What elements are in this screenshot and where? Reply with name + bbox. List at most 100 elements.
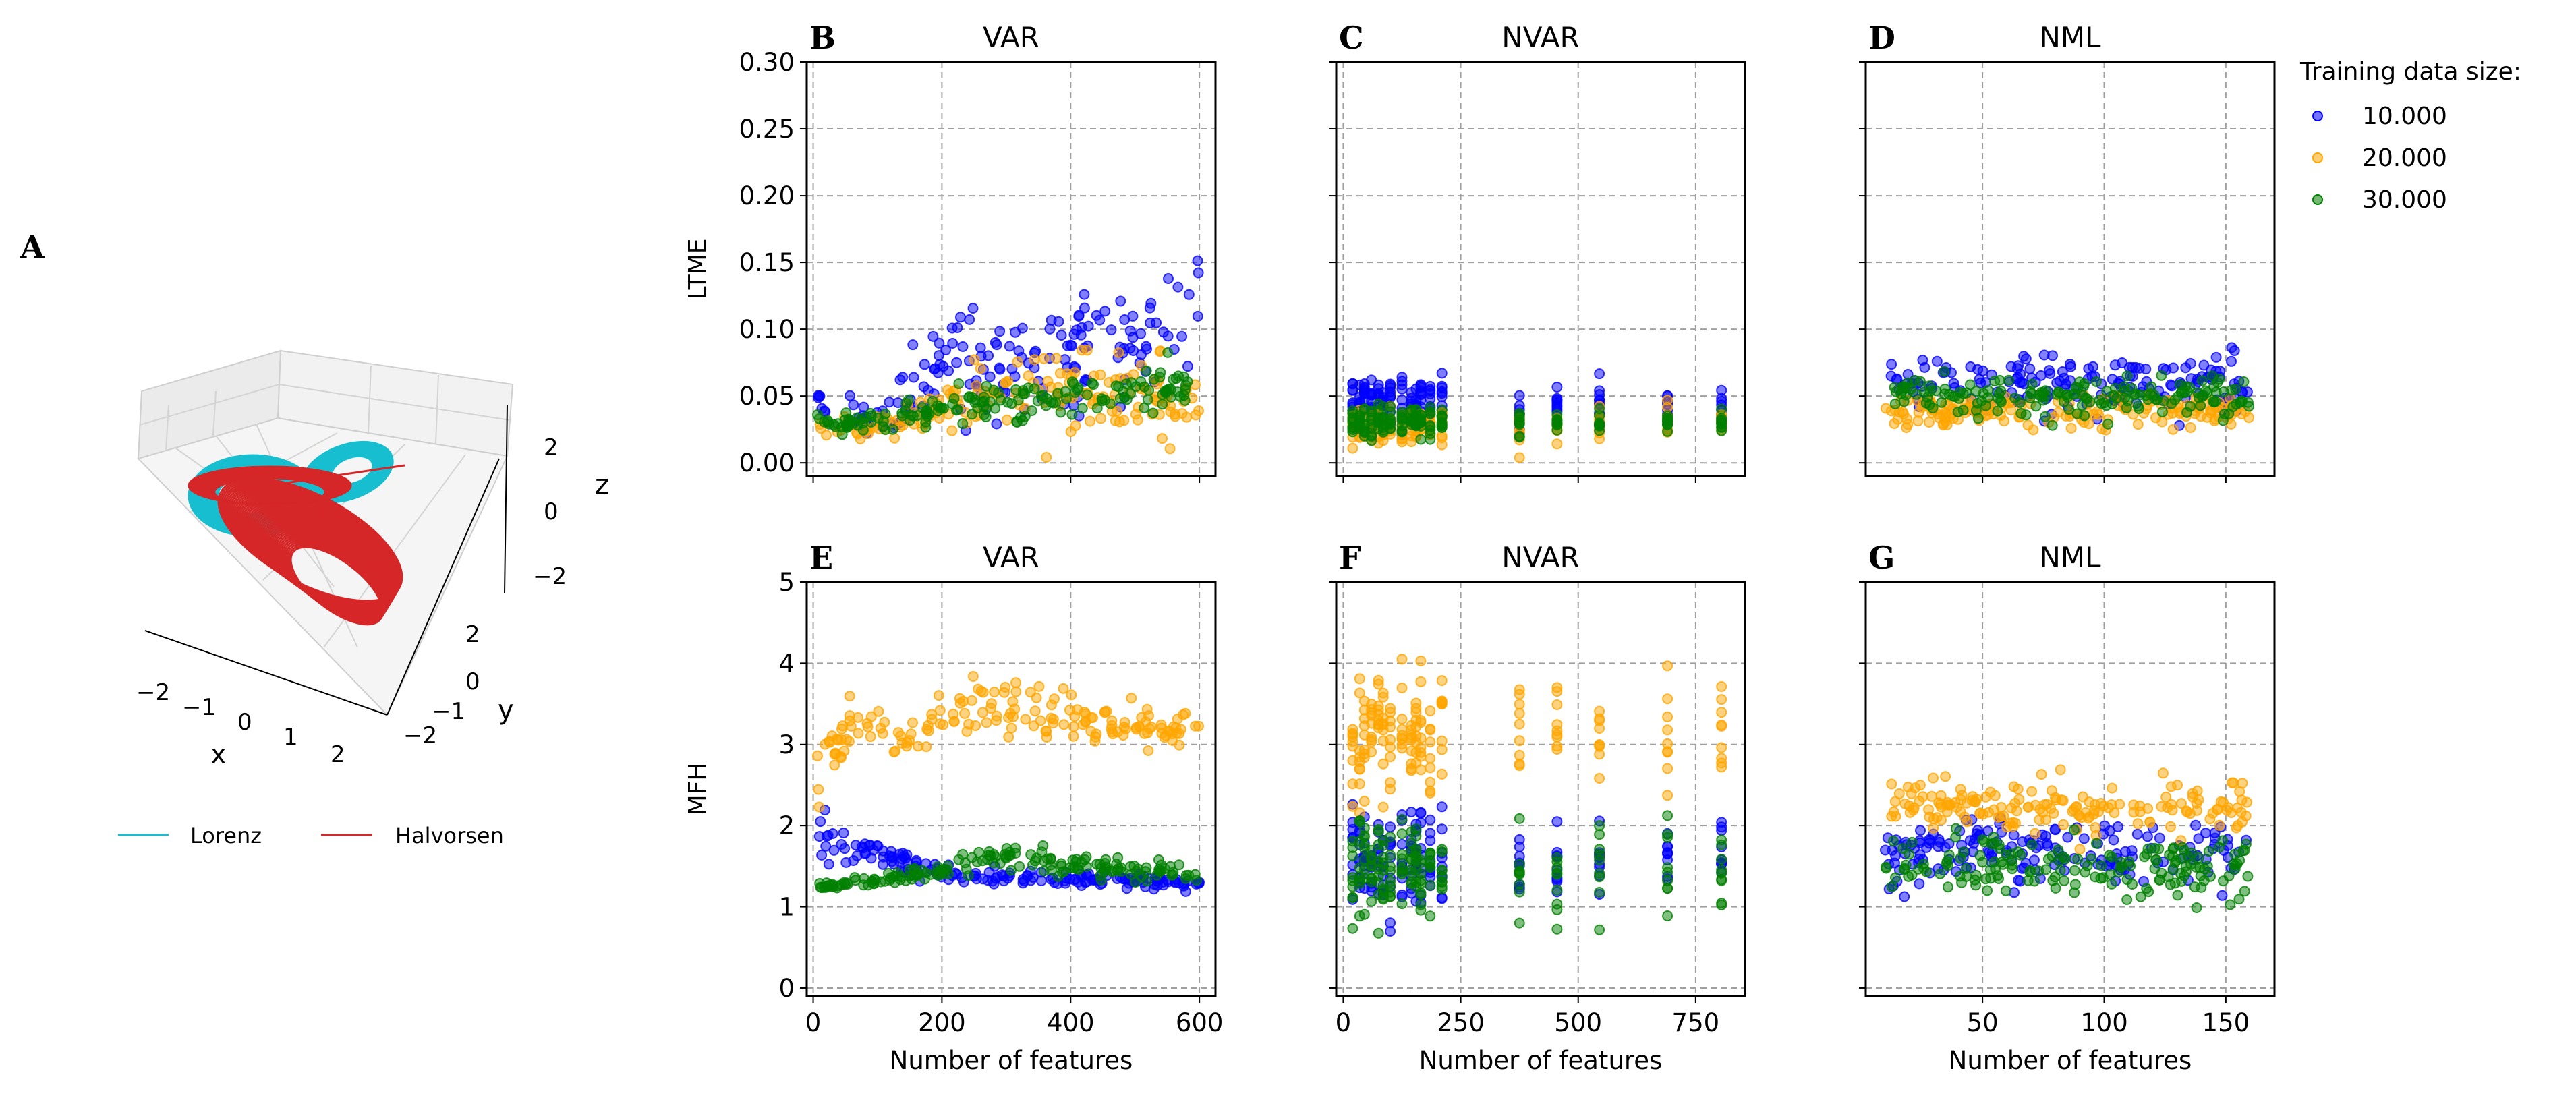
data-point bbox=[2207, 807, 2219, 819]
data-point bbox=[2172, 890, 2183, 901]
data-point bbox=[1410, 843, 1422, 854]
data-point bbox=[843, 736, 855, 747]
data-point bbox=[1377, 758, 1389, 770]
data-point bbox=[2134, 403, 2144, 414]
axes-frame bbox=[1864, 581, 2276, 997]
data-point bbox=[1155, 722, 1167, 734]
data-point bbox=[1425, 910, 1436, 922]
z-axis-label: z bbox=[595, 469, 609, 500]
data-point bbox=[1385, 849, 1396, 861]
panel-letter: C bbox=[1339, 20, 1364, 56]
data-point bbox=[1908, 805, 1919, 815]
data-point bbox=[816, 849, 828, 861]
data-point bbox=[2131, 828, 2143, 840]
data-point bbox=[1594, 368, 1605, 380]
panel-letter: F bbox=[1339, 540, 1361, 576]
data-point bbox=[1415, 717, 1427, 728]
data-point bbox=[1048, 714, 1059, 725]
data-point bbox=[943, 365, 954, 376]
data-point bbox=[946, 322, 958, 334]
data-point bbox=[1079, 302, 1090, 314]
data-point bbox=[853, 728, 864, 739]
data-point bbox=[2210, 351, 2222, 363]
y-tick-label: 5 bbox=[778, 568, 795, 597]
series-20000 bbox=[812, 671, 1204, 813]
data-point bbox=[1514, 718, 1525, 730]
data-point bbox=[1366, 734, 1377, 745]
data-point bbox=[869, 875, 881, 886]
data-point bbox=[1902, 419, 1914, 430]
data-point bbox=[1716, 403, 1727, 415]
data-point bbox=[1010, 677, 1021, 689]
data-point bbox=[1551, 686, 1563, 697]
data-point bbox=[1594, 739, 1605, 751]
data-point bbox=[1004, 341, 1015, 352]
legend-marker-30000 bbox=[2312, 194, 2323, 205]
x-tick-label: 750 bbox=[1672, 1008, 1720, 1037]
data-point bbox=[1977, 857, 1988, 868]
data-point bbox=[2214, 374, 2225, 385]
data-point bbox=[1032, 395, 1043, 407]
data-point bbox=[2015, 849, 2026, 861]
data-point bbox=[2024, 363, 2036, 374]
panel-a-letter: A bbox=[20, 229, 45, 265]
data-point bbox=[1551, 382, 1563, 393]
data-point bbox=[1012, 356, 1023, 368]
data-point bbox=[862, 721, 874, 732]
data-point bbox=[900, 405, 911, 416]
data-point bbox=[1514, 707, 1525, 719]
data-point bbox=[2192, 785, 2203, 796]
data-point bbox=[991, 339, 1002, 351]
data-point bbox=[988, 384, 1000, 396]
data-point bbox=[1354, 778, 1365, 790]
data-point bbox=[1069, 367, 1081, 378]
data-point bbox=[1130, 381, 1142, 393]
data-point bbox=[985, 698, 997, 709]
data-point bbox=[2070, 802, 2082, 813]
data-point bbox=[1396, 838, 1408, 850]
data-point bbox=[1385, 378, 1396, 390]
data-point bbox=[1970, 869, 1982, 881]
data-point bbox=[975, 363, 986, 374]
data-point bbox=[1054, 368, 1066, 379]
data-point bbox=[933, 350, 944, 361]
data-point bbox=[1183, 289, 1195, 300]
data-point bbox=[1551, 744, 1563, 755]
data-point bbox=[1045, 854, 1056, 865]
data-point bbox=[907, 717, 918, 728]
data-point bbox=[1415, 899, 1427, 910]
data-point bbox=[989, 687, 1000, 697]
data-point bbox=[1017, 385, 1029, 397]
data-point bbox=[1081, 851, 1092, 863]
data-point bbox=[2121, 894, 2133, 905]
data-point bbox=[1029, 855, 1041, 867]
data-point bbox=[1148, 883, 1160, 895]
data-point bbox=[813, 390, 825, 402]
data-point bbox=[1354, 763, 1365, 774]
data-point bbox=[991, 418, 1002, 430]
data-point bbox=[1099, 306, 1111, 317]
data-point bbox=[1915, 376, 1926, 387]
axes-frame bbox=[1335, 581, 1746, 997]
data-point bbox=[1514, 760, 1525, 772]
data-point bbox=[858, 401, 869, 413]
data-point bbox=[2238, 376, 2250, 387]
y-tick-label: 3 bbox=[778, 730, 795, 759]
data-point bbox=[2216, 890, 2228, 901]
data-point bbox=[1396, 654, 1408, 665]
x-axis-label: Number of features bbox=[1949, 1046, 2192, 1075]
data-point bbox=[934, 718, 946, 730]
panel-e: 0 1 2 3 4 5 0 200 400 600 VAR E MFH Number of feature… bbox=[684, 540, 1223, 1075]
data-point bbox=[2189, 881, 2200, 893]
data-point bbox=[1950, 823, 1962, 834]
data-point bbox=[1396, 730, 1408, 741]
data-point bbox=[1162, 330, 1174, 342]
x-axis-label: x bbox=[210, 739, 227, 770]
data-point bbox=[2157, 767, 2169, 779]
data-point bbox=[2047, 350, 2058, 361]
data-point bbox=[1975, 377, 1986, 388]
data-point bbox=[1415, 382, 1427, 393]
data-point bbox=[2241, 386, 2253, 398]
data-point bbox=[1162, 347, 1174, 358]
